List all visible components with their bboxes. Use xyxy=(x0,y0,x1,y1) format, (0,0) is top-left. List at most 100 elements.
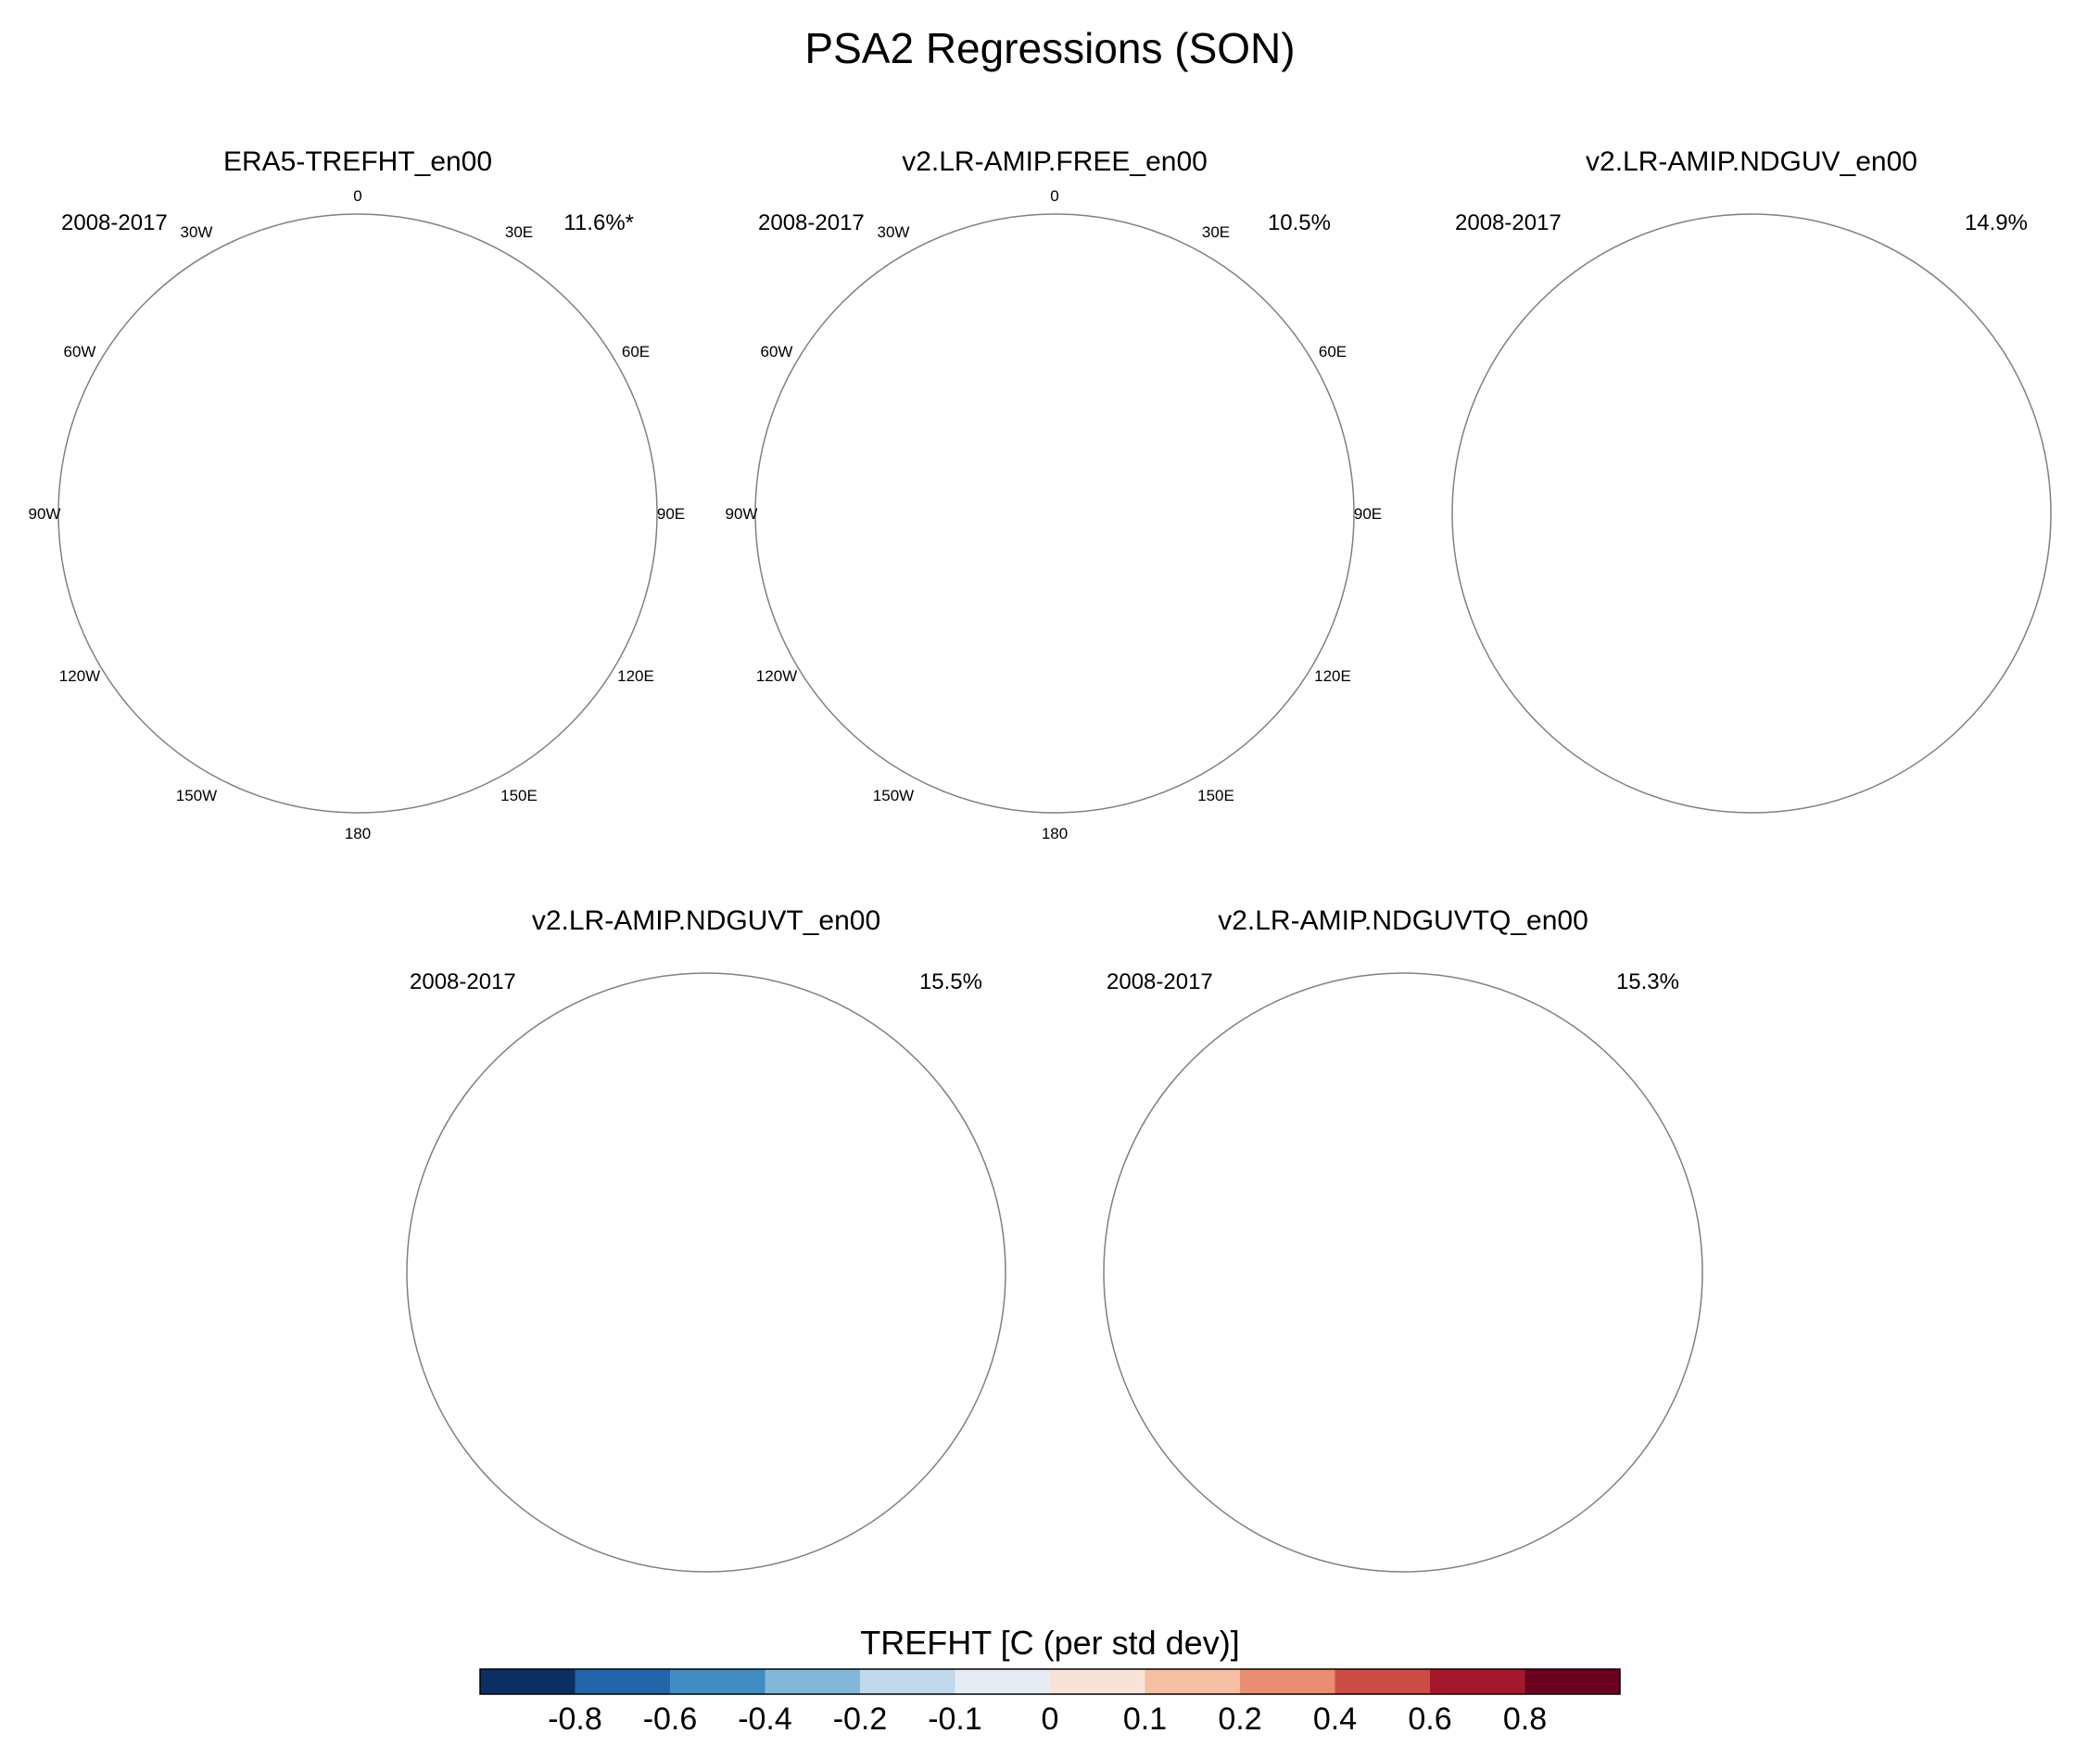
stipple-dot xyxy=(335,701,338,703)
stipple-dot xyxy=(1055,678,1057,681)
south-america-field xyxy=(3,158,251,433)
australia-land xyxy=(971,619,1153,760)
lon-label: 150W xyxy=(176,787,217,804)
field-cell xyxy=(416,728,430,760)
field-cell xyxy=(337,191,400,254)
stipple-dot xyxy=(387,632,390,635)
colorbar-title: TREFHT [C (per std dev)] xyxy=(860,1624,1239,1662)
lon-label: 90E xyxy=(657,505,685,523)
stipple-dot xyxy=(1032,701,1035,703)
field-cell xyxy=(295,504,354,563)
map-boundary-circle xyxy=(1451,213,2052,814)
island-outline xyxy=(1246,414,1252,420)
island-outline xyxy=(940,482,947,489)
lon-label: 30E xyxy=(1202,223,1230,241)
stipple-dot xyxy=(387,654,390,657)
field-cell xyxy=(339,519,395,575)
field-cell xyxy=(1073,604,1170,701)
stipple-dot xyxy=(324,678,327,681)
stipple-dot xyxy=(1095,665,1098,668)
panel-title: v2.LR-AMIP.NDGUVTQ_en00 xyxy=(1218,905,1588,936)
lon-label: 30W xyxy=(878,223,910,241)
figure-title: PSA2 Regressions (SON) xyxy=(804,24,1295,72)
panel-variance: 10.5% xyxy=(1268,210,1331,235)
stipple-dot xyxy=(365,643,368,646)
colorbar-tick-label: 0.2 xyxy=(1218,1702,1261,1737)
stipple-dot xyxy=(365,413,368,416)
island-outline xyxy=(841,335,846,340)
field-cell xyxy=(271,406,326,462)
map-boundary-circle xyxy=(57,213,658,814)
stipple-dot xyxy=(1021,667,1024,670)
stipple-dot xyxy=(321,424,323,427)
australia-coastline xyxy=(971,619,1153,760)
island-outline xyxy=(180,740,183,743)
stipple-dot xyxy=(745,248,748,251)
stipple-dot xyxy=(734,237,737,240)
field-cell xyxy=(361,413,417,469)
island-outline xyxy=(1303,321,1310,328)
field-cell xyxy=(809,286,892,370)
island-outline xyxy=(550,414,555,420)
significance-stipple xyxy=(313,632,412,703)
antarctica-coastline xyxy=(925,411,1129,565)
stipple-dot xyxy=(1062,632,1065,635)
field-cell xyxy=(932,475,999,541)
stipple-dot xyxy=(317,413,320,416)
antarctica-land xyxy=(228,411,432,565)
stipple-dot xyxy=(272,424,275,427)
south-america-field xyxy=(700,158,948,433)
field-cell xyxy=(376,604,473,701)
island-outline xyxy=(466,342,472,348)
antarctica-field xyxy=(925,393,1140,575)
lon-label: 90W xyxy=(29,505,61,523)
stipple-dot xyxy=(790,237,792,240)
stipple-dot xyxy=(1073,632,1076,635)
stipple-dot xyxy=(365,402,368,405)
stipple-dot xyxy=(332,402,335,405)
stipple-dot xyxy=(343,436,346,438)
stipple-dot xyxy=(272,413,275,416)
field-cell xyxy=(1073,196,1129,252)
colorbar-box xyxy=(1524,1669,1621,1694)
stipple-dot xyxy=(343,413,346,416)
field-cell xyxy=(145,329,229,412)
stipple-dot xyxy=(376,643,379,646)
stipple-dot xyxy=(1044,690,1046,692)
stipple-dot xyxy=(354,436,357,438)
stipple-dot xyxy=(272,447,275,449)
field-cell xyxy=(778,161,871,254)
africa-land xyxy=(1047,198,1160,298)
stipple-dot xyxy=(767,271,770,273)
lon-label: 90W xyxy=(726,505,758,523)
stipple-dot xyxy=(332,436,335,438)
colorbar-box xyxy=(955,1669,1051,1694)
island-outline xyxy=(60,297,66,303)
stipple-dot xyxy=(778,237,781,240)
antarctica-field xyxy=(228,393,443,575)
field-cell xyxy=(376,196,432,252)
stipple-dot xyxy=(317,424,320,427)
stipple-dot xyxy=(387,665,390,668)
stipple-dot xyxy=(347,667,349,670)
stipple-dot xyxy=(347,701,349,703)
africa-field xyxy=(1034,191,1160,298)
australia-field xyxy=(282,604,473,760)
stipple-dot xyxy=(1084,665,1087,668)
island-outline xyxy=(1293,305,1298,310)
significance-stipple xyxy=(1010,632,1109,703)
stipple-dot xyxy=(778,259,781,262)
stipple-dot xyxy=(284,413,286,416)
field-cell xyxy=(282,630,397,745)
lon-label: 60W xyxy=(64,343,96,361)
stipple-dot xyxy=(324,667,327,670)
stipple-dot xyxy=(778,248,781,251)
map-layer xyxy=(3,158,555,761)
stipple-dot xyxy=(306,424,309,427)
colorbar-tick-label: -0.2 xyxy=(833,1702,888,1737)
colorbar-tick-label: -0.6 xyxy=(643,1702,698,1737)
australia-field xyxy=(971,601,1170,782)
lon-label: 150E xyxy=(500,787,538,804)
panel-title: ERA5-TREFHT_en00 xyxy=(223,146,492,177)
stipple-dot xyxy=(306,413,309,416)
